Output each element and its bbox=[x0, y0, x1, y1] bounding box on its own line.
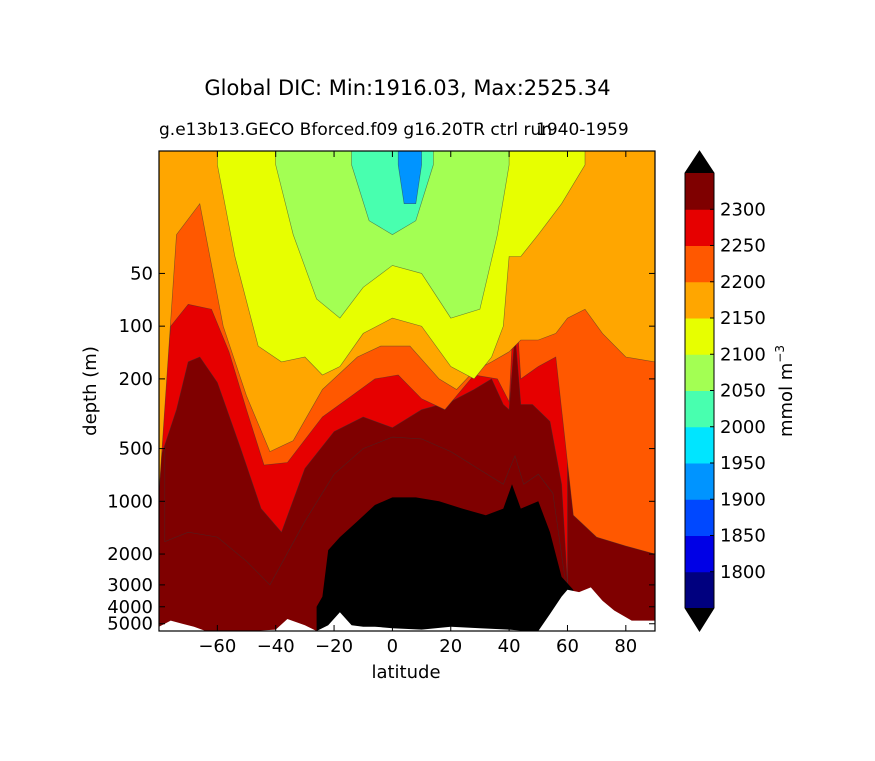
colorbar-tick-label: 2250 bbox=[720, 236, 766, 257]
colorbar-swatch bbox=[685, 535, 714, 573]
y-tick-label: 50 bbox=[130, 263, 153, 284]
x-tick-label: 0 bbox=[387, 636, 398, 657]
colorbar-tick-label: 2200 bbox=[720, 272, 766, 293]
y-tick-label: 5000 bbox=[107, 614, 153, 635]
colorbar-swatch bbox=[685, 390, 714, 428]
x-tick-label: 80 bbox=[614, 636, 637, 657]
y-tick-label: 100 bbox=[119, 316, 153, 337]
colorbar-swatch bbox=[685, 281, 714, 319]
x-tick-label: 60 bbox=[556, 636, 579, 657]
y-tick-label: 500 bbox=[119, 439, 153, 460]
colorbar-swatch bbox=[685, 245, 714, 283]
contour-band-1900 bbox=[397, 151, 422, 204]
y-tick-label: 4000 bbox=[107, 597, 153, 618]
colorbar-tick-label: 2050 bbox=[720, 381, 766, 402]
x-tick-label: −20 bbox=[315, 636, 353, 657]
colorbar-swatch bbox=[685, 499, 714, 536]
colorbar-label: mmol m−3 bbox=[773, 345, 797, 437]
colorbar-tick-label: 2100 bbox=[720, 344, 766, 365]
y-tick-label: 2000 bbox=[107, 544, 153, 565]
y-axis-label: depth (m) bbox=[80, 346, 101, 436]
colorbar-tick-label: 1950 bbox=[720, 453, 766, 474]
bottom-topography bbox=[159, 587, 655, 631]
colorbar: 1800 1850 1900 1950 2000 2050 2100 2150 2200 2250… bbox=[684, 150, 766, 632]
x-axis-label: latitude bbox=[371, 662, 440, 683]
colorbar-swatch bbox=[685, 173, 714, 210]
band-max bbox=[316, 484, 574, 631]
colorbar-swatch bbox=[685, 318, 714, 355]
plot-area bbox=[159, 151, 655, 631]
colorbar-tick-label: 1900 bbox=[720, 489, 766, 510]
colorbar-tick-label: 2000 bbox=[720, 417, 766, 438]
y-tick-label: 200 bbox=[119, 369, 153, 390]
colorbar-tick-label: 1800 bbox=[720, 562, 766, 583]
colorbar-label-unit: mmol m bbox=[776, 363, 797, 437]
x-tick-label: 40 bbox=[498, 636, 521, 657]
x-tick-label: −60 bbox=[198, 636, 236, 657]
x-tick-label: −40 bbox=[257, 636, 295, 657]
colorbar-tick-label: 2300 bbox=[720, 199, 766, 220]
colorbar-tick-label: 2150 bbox=[720, 308, 766, 329]
chart-subtitle-years: 1940-1959 bbox=[536, 120, 629, 140]
colorbar-extend-over bbox=[685, 151, 714, 173]
x-axis: −60 −40 −20 0 20 40 60 80 bbox=[198, 151, 637, 657]
y-tick-label: 1000 bbox=[107, 491, 153, 512]
colorbar-swatch bbox=[685, 209, 714, 246]
x-tick-label: 20 bbox=[439, 636, 462, 657]
chart-subtitle-case: g.e13b13.GECO Bforced.f09 g16.20TR ctrl … bbox=[159, 120, 553, 140]
plot-frame bbox=[158, 150, 656, 632]
colorbar-tick-label: 1850 bbox=[720, 526, 766, 547]
colorbar-swatch bbox=[685, 426, 714, 464]
colorbar-label-exponent: −3 bbox=[773, 345, 787, 363]
colorbar-extend-under bbox=[685, 608, 714, 631]
colorbar-frame bbox=[684, 150, 715, 632]
y-tick-label: 3000 bbox=[107, 575, 153, 596]
colorbar-swatch bbox=[685, 571, 714, 609]
chart-title: Global DIC: Min:1916.03, Max:2525.34 bbox=[204, 76, 611, 100]
colorbar-swatch bbox=[685, 354, 714, 391]
colorbar-swatch bbox=[685, 463, 714, 500]
